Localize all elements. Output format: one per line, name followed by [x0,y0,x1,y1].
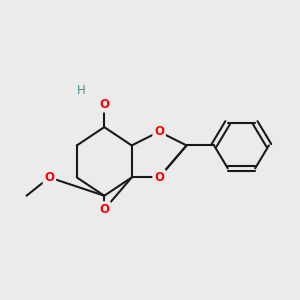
Text: O: O [154,171,164,184]
Text: O: O [154,125,164,138]
Text: O: O [44,171,54,184]
Text: H: H [77,84,86,97]
Text: O: O [99,203,109,216]
Text: O: O [99,98,109,111]
